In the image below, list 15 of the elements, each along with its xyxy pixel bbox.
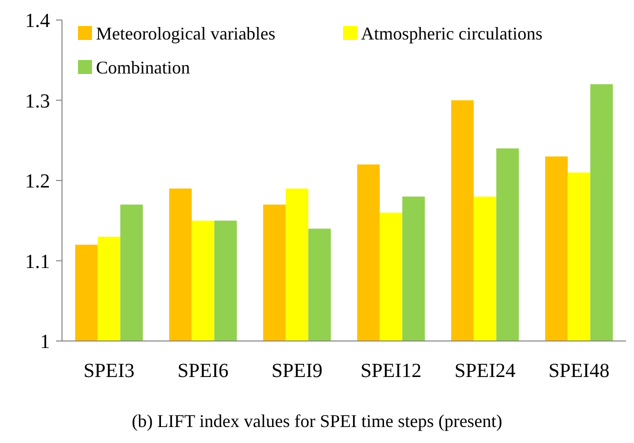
legend-label: Combination: [96, 57, 190, 78]
y-tick-label: 1.4: [25, 10, 50, 32]
x-tick-label: SPEI12: [360, 360, 422, 382]
legend-label: Atmospheric circulations: [361, 23, 542, 44]
y-tick-label: 1.2: [25, 170, 50, 192]
x-tick-label: SPEI24: [454, 360, 516, 382]
x-tick-label: SPEI3: [83, 360, 135, 382]
x-tick-label: SPEI9: [271, 360, 323, 382]
legend-label: Meteorological variables: [96, 23, 276, 44]
y-tick-label: 1.1: [25, 250, 50, 273]
x-tick-label: SPEI48: [548, 360, 610, 382]
y-tick-label: 1.3: [25, 90, 50, 112]
y-tick-label: 1: [40, 331, 50, 353]
x-tick-label: SPEI6: [177, 360, 229, 382]
text: (b) LIFT index values for SPEI time steps (present): [132, 411, 502, 431]
